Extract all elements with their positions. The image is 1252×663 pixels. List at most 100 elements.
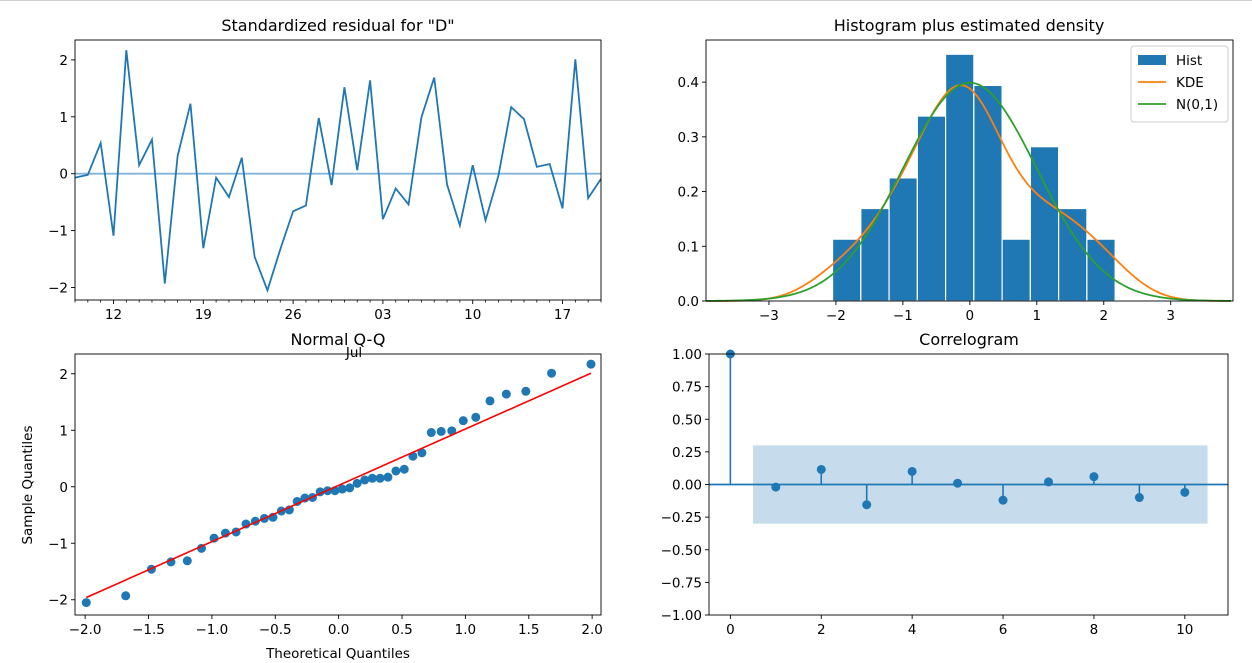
x-tick-label: 6	[999, 622, 1008, 638]
x-tick-label: −1.0	[195, 622, 228, 638]
x-tick-label: 12	[105, 307, 122, 323]
qq-point	[485, 396, 495, 406]
y-tick-label: 1.00	[672, 347, 702, 363]
qq-point	[375, 473, 385, 483]
qq-point	[417, 448, 427, 458]
x-tick-label: 03	[374, 307, 391, 323]
x-tick-label: 4	[908, 622, 917, 638]
qq-point	[399, 464, 409, 474]
kde-curve	[705, 84, 1231, 302]
qq-point	[521, 386, 531, 396]
acf-marker	[998, 495, 1008, 505]
qq-panel: −2.0 −1.5 −1.0 −0.5 0.0 0.5 1.0 1.5 2.0 −2 −1 0 1 2	[48, 353, 603, 638]
qq-title: Normal Q-Q	[291, 330, 386, 349]
y-tick-label: −0.25	[661, 510, 702, 526]
y-tick-label: −0.50	[661, 543, 702, 559]
qq-point	[360, 475, 370, 485]
normal-density-curve	[705, 81, 1231, 302]
acf-marker	[1180, 487, 1190, 497]
acf-marker	[907, 466, 917, 476]
x-tick-label: −1.5	[132, 622, 165, 638]
y-tick-label: 0.50	[672, 412, 702, 428]
x-tick-label: 8	[1090, 622, 1099, 638]
x-tick-label: 1.0	[455, 622, 476, 638]
x-tick-label: 10	[1176, 622, 1193, 638]
x-tick-label: 0.5	[391, 622, 412, 638]
qq-point	[447, 426, 457, 436]
acf-marker	[816, 464, 826, 474]
legend-label: KDE	[1176, 75, 1204, 91]
y-tick-label: 0.2	[678, 185, 699, 201]
qq-ylabel: Sample Quantiles	[20, 425, 36, 544]
x-tick-label: 2.0	[581, 622, 602, 638]
qq-point	[121, 591, 131, 601]
correlogram-title: Correlogram	[919, 330, 1019, 349]
qq-point	[391, 466, 401, 476]
x-tick-label: −2.0	[69, 622, 102, 638]
x-tick-label: 0	[726, 622, 735, 638]
x-tick-label: 0	[966, 308, 975, 324]
x-tick-label: 1.5	[518, 622, 539, 638]
y-tick-label: −2	[48, 280, 68, 296]
qq-point	[352, 478, 362, 488]
axes-frame	[74, 353, 602, 616]
histogram-bar	[916, 115, 947, 302]
acf-marker	[1043, 477, 1053, 487]
x-tick-label: −1	[893, 308, 913, 324]
qq-point	[547, 368, 557, 378]
correlogram-panel: 0 2 4 6 8 10 −1.00 −0.75 −0.50 −0.25 0.00 0.25 0.50 0…	[661, 347, 1229, 638]
y-tick-label: 0.1	[678, 239, 699, 255]
axes-frame	[708, 353, 1229, 616]
x-tick-label: 2	[1099, 308, 1108, 324]
legend-label: N(0,1)	[1176, 97, 1218, 113]
qq-point	[81, 598, 91, 608]
y-tick-label: −0.75	[661, 575, 702, 591]
qq-point	[471, 412, 481, 422]
qq-point	[383, 472, 393, 482]
x-tick-label: 10	[464, 307, 481, 323]
legend: Hist KDE N(0,1)	[1130, 45, 1229, 123]
axes-frame	[74, 39, 602, 301]
x-tick-label: 26	[285, 307, 302, 323]
x-tick-label: 2	[817, 622, 826, 638]
qq-point	[292, 496, 302, 506]
y-tick-label: 0.0	[678, 294, 699, 310]
acf-marker	[953, 478, 963, 488]
histogram-bar	[860, 207, 890, 302]
x-tick-label: −3	[759, 308, 779, 324]
y-tick-label: 0.4	[678, 75, 699, 91]
qq-point	[586, 359, 596, 369]
acf-marker	[1134, 493, 1144, 503]
x-tick-label: 19	[195, 307, 212, 323]
qq-point	[182, 556, 192, 566]
y-tick-label: 1	[59, 423, 68, 439]
x-tick-label: −0.5	[259, 622, 292, 638]
y-tick-label: 0	[59, 167, 68, 183]
histogram-bar	[888, 177, 918, 302]
y-tick-label: 0.00	[672, 478, 702, 494]
x-tick-label: 3	[1166, 308, 1175, 324]
y-tick-label: −1	[48, 224, 68, 240]
qq-point	[300, 493, 310, 503]
x-tick-label: 1	[1033, 308, 1042, 324]
histogram-bar	[1001, 238, 1031, 302]
qq-point	[367, 473, 377, 483]
y-tick-label: −1.00	[661, 608, 702, 624]
y-tick-label: −2	[48, 593, 68, 609]
axes-frame	[705, 39, 1234, 302]
x-tick-label: 17	[554, 307, 571, 323]
acf-marker	[862, 500, 872, 510]
qq-xlabel: Theoretical Quantiles	[265, 646, 410, 662]
y-tick-label: −1	[48, 536, 68, 552]
histogram-panel: −3 −2 −1 0 1 2 3 0.0 0.1 0.2 0.3 0.4 Hist KDE N(0,1)	[678, 39, 1234, 324]
y-tick-label: 0	[59, 480, 68, 496]
x-tick-label: −2	[826, 308, 846, 324]
y-tick-label: 0.3	[678, 130, 699, 146]
y-tick-label: 0.75	[672, 380, 702, 396]
histogram-bar	[1029, 146, 1060, 302]
qq-point	[337, 484, 347, 494]
residual-line	[74, 50, 602, 294]
histogram-bar	[1058, 207, 1088, 302]
